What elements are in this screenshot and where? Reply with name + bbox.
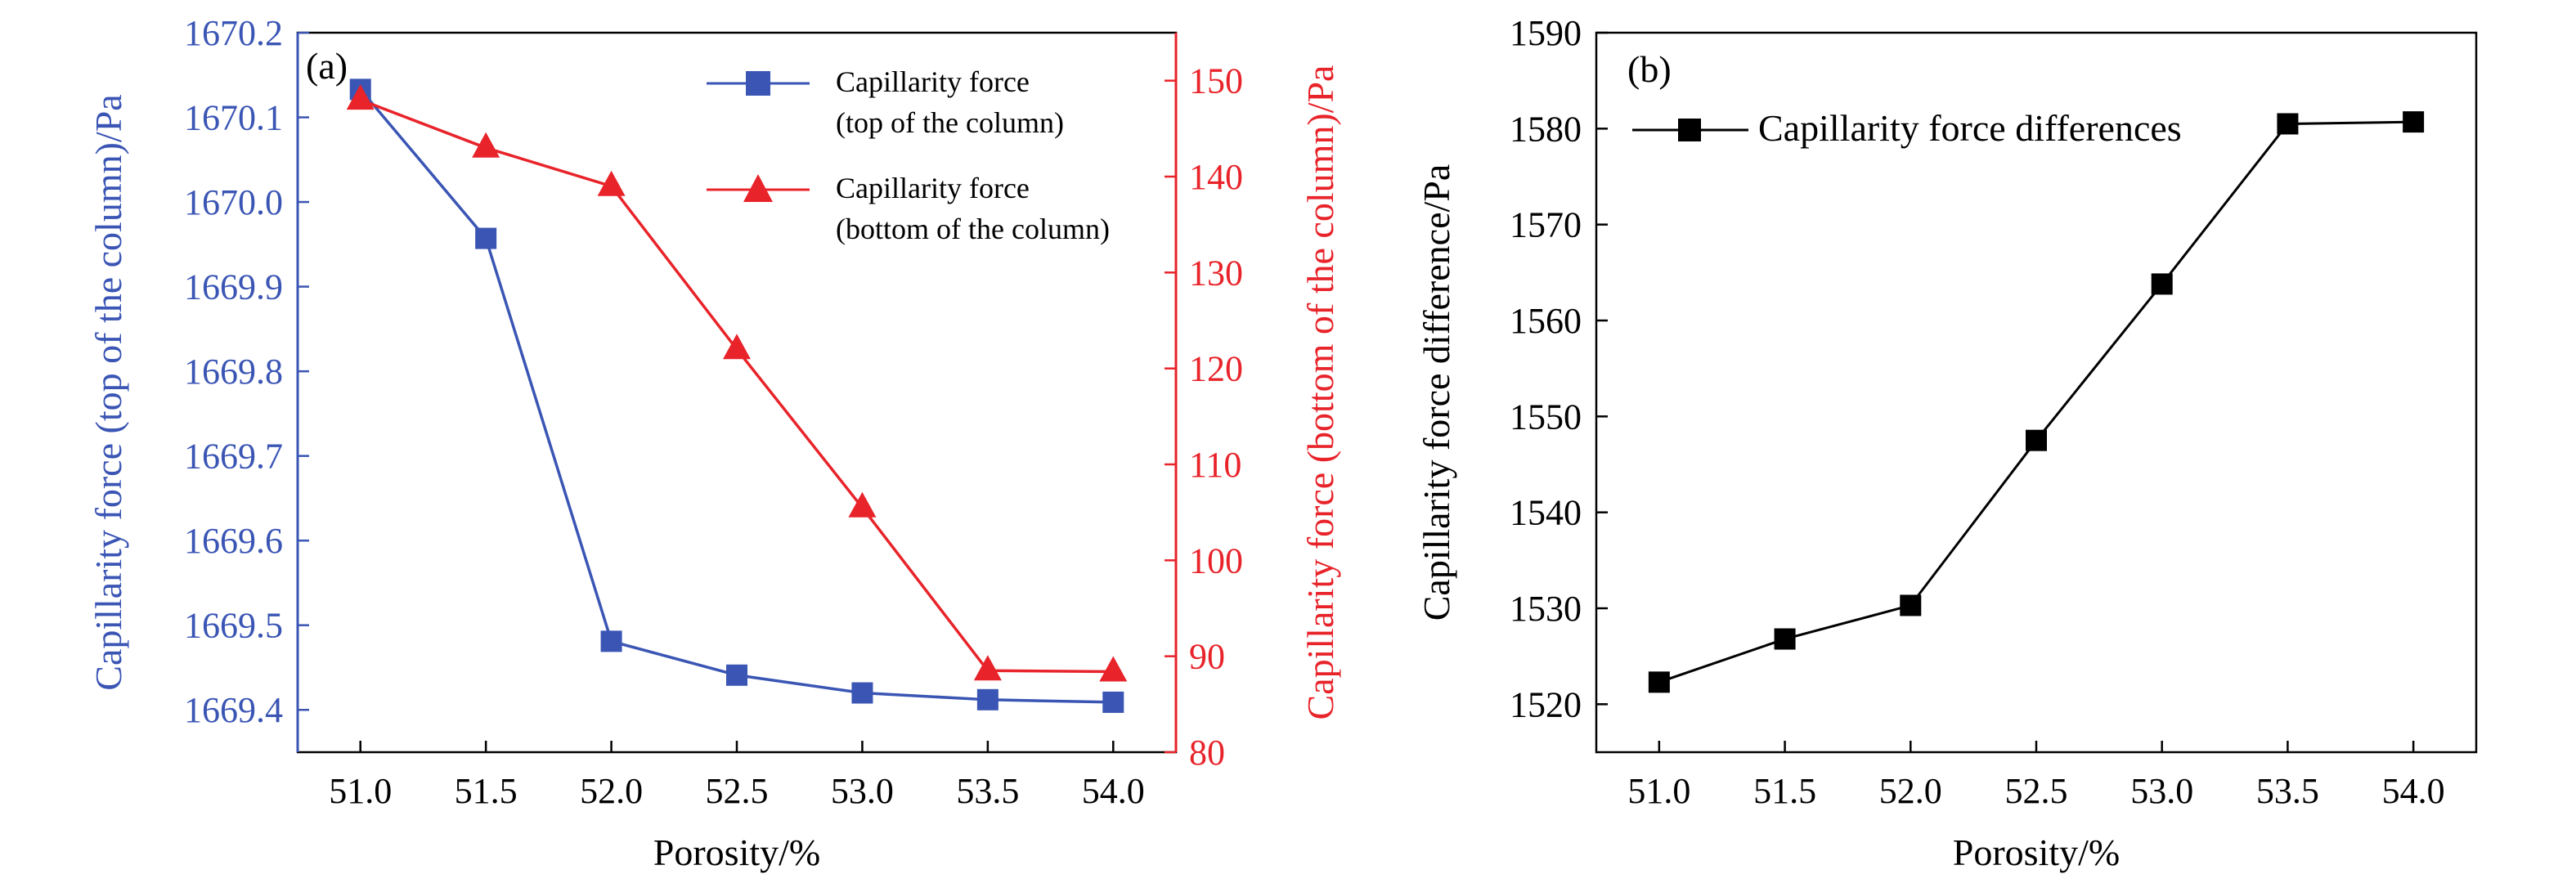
data-point-bottom-triangle [1099, 656, 1128, 682]
left-y-axis-label-a: Capillarity force (top of the column)/Pa [88, 94, 129, 690]
right-y-tick-label-a: 110 [1189, 445, 1241, 485]
panel-b: 51.0 51.5 52.0 52.5 53.0 53.5 54.0 1520 1530 154… [1416, 13, 2478, 873]
legend-marker-triangle-red [743, 174, 773, 202]
right-y-tick-label-a: 140 [1189, 157, 1243, 197]
legend-label-top-line2: (top of the column) [836, 106, 1064, 139]
x-tick-label-a: 53.5 [956, 771, 1019, 811]
legend-label-bottom-line1: Capillarity force [836, 172, 1030, 204]
data-point-diff-square [2403, 111, 2425, 133]
data-point-top-square [726, 664, 747, 686]
data-point-diff-square [1900, 594, 1922, 616]
data-point-top-square [475, 227, 497, 249]
data-point-bottom-triangle [973, 655, 1002, 681]
data-point-top-square [851, 682, 873, 704]
panel-label-a: (a) [306, 45, 348, 87]
right-y-tick-label-a: 130 [1189, 253, 1243, 293]
y-tick-label-b: 1550 [1510, 397, 1582, 437]
left-y-tick-label-a: 1669.8 [184, 352, 283, 392]
plot-frame-a [296, 31, 1178, 754]
x-tick-label-b: 51.0 [1627, 771, 1690, 811]
series-lines-b [1658, 120, 2414, 684]
series-markers-b [1648, 111, 2425, 693]
right-y-axis-label-a: Capillarity force (bottom of the column)… [1299, 65, 1341, 720]
y-ticks-b: 1520 1530 1540 1550 1560 1570 1580 1590 [1510, 13, 1608, 724]
left-y-tick-label-a: 1669.7 [184, 437, 283, 477]
left-y-tick-label-a: 1670.1 [184, 98, 283, 138]
x-ticks-b: 51.0 51.5 52.0 52.5 53.0 53.5 54.0 [1627, 741, 2445, 811]
data-point-diff-square [2026, 429, 2047, 451]
data-point-diff-square [2277, 113, 2299, 135]
data-point-diff-square [2151, 273, 2173, 295]
y-tick-label-b: 1520 [1510, 684, 1582, 724]
y-tick-label-b: 1580 [1510, 109, 1582, 149]
x-axis-label-b: Porosity/% [1953, 831, 2120, 873]
panel-label-b: (b) [1627, 48, 1672, 90]
x-tick-label-a: 52.0 [580, 771, 643, 811]
data-point-bottom-triangle [597, 170, 626, 196]
right-y-tick-label-a: 90 [1189, 637, 1225, 677]
legend-label-diff: Capillarity force differences [1758, 107, 2182, 149]
x-tick-label-a: 51.5 [455, 771, 518, 811]
panel-a: 51.0 51.5 52.0 52.5 53.0 53.5 54.0 1669.41669.… [88, 13, 1341, 873]
legend-marker-square-black [1678, 119, 1701, 141]
data-point-diff-square [1648, 671, 1670, 693]
y-tick-label-b: 1570 [1510, 205, 1582, 245]
data-point-bottom-triangle [346, 84, 375, 110]
left-y-tick-label-a: 1669.9 [184, 267, 283, 307]
data-point-bottom-triangle [848, 491, 877, 518]
y-tick-label-b: 1530 [1510, 589, 1582, 629]
right-y-tick-label-a: 150 [1189, 61, 1243, 101]
left-y-tick-label-a: 1670.2 [184, 13, 283, 53]
data-point-diff-square [1774, 628, 1796, 650]
x-tick-label-b: 54.0 [2382, 771, 2445, 811]
series-line-diff [1658, 120, 2414, 684]
y-axis-label-b: Capillarity force difference/Pa [1416, 164, 1457, 621]
legend-entry-top: Capillarity force (top of the column) [707, 65, 1064, 139]
y-tick-label-b: 1560 [1510, 301, 1582, 341]
left-y-tick-label-a: 1669.4 [184, 690, 283, 730]
data-point-bottom-triangle [723, 334, 751, 360]
legend-label-top-line1: Capillarity force [836, 65, 1030, 98]
data-point-top-square [600, 630, 622, 652]
legend-label-bottom-line2: (bottom of the column) [836, 213, 1110, 245]
data-point-top-square [976, 688, 999, 710]
left-y-tick-label-a: 1669.6 [184, 521, 283, 561]
y-tick-label-b: 1590 [1510, 13, 1582, 53]
x-axis-label-a: Porosity/% [653, 831, 820, 873]
x-tick-label-a: 53.0 [831, 771, 894, 811]
x-tick-label-a: 51.0 [329, 771, 392, 811]
legend-b: Capillarity force differences [1632, 107, 2182, 149]
x-tick-label-b: 53.5 [2256, 771, 2319, 811]
left-y-tick-label-a: 1670.0 [184, 182, 283, 222]
x-tick-label-b: 52.0 [1879, 771, 1942, 811]
left-y-ticks-a: 1669.4 1669.5 1669.6 1669.7 1669.8 1669.9 1670… [184, 13, 309, 730]
right-y-tick-label-a: 80 [1189, 733, 1225, 773]
left-y-tick-label-a: 1669.5 [184, 606, 283, 646]
series-markers-a [346, 78, 1128, 713]
y-tick-label-b: 1540 [1510, 493, 1582, 533]
data-point-bottom-triangle [472, 132, 500, 158]
legend-entry-bottom: Capillarity force (bottom of the column) [707, 172, 1110, 245]
x-tick-label-a: 52.5 [706, 771, 769, 811]
right-y-ticks-a: 80 90 100 110 120 130 140 150 [1165, 61, 1243, 773]
legend-marker-square-blue [746, 71, 770, 96]
x-tick-label-b: 53.0 [2130, 771, 2193, 811]
x-ticks-a: 51.0 51.5 52.0 52.5 53.0 53.5 54.0 [329, 741, 1145, 811]
legend-a: Capillarity force (top of the column) Ca… [707, 65, 1110, 245]
data-point-top-square [1102, 691, 1124, 713]
right-y-tick-label-a: 120 [1189, 349, 1243, 389]
x-tick-label-a: 54.0 [1082, 771, 1145, 811]
right-y-tick-label-a: 100 [1189, 540, 1243, 580]
x-tick-label-b: 52.5 [2005, 771, 2068, 811]
x-tick-label-b: 51.5 [1753, 771, 1816, 811]
